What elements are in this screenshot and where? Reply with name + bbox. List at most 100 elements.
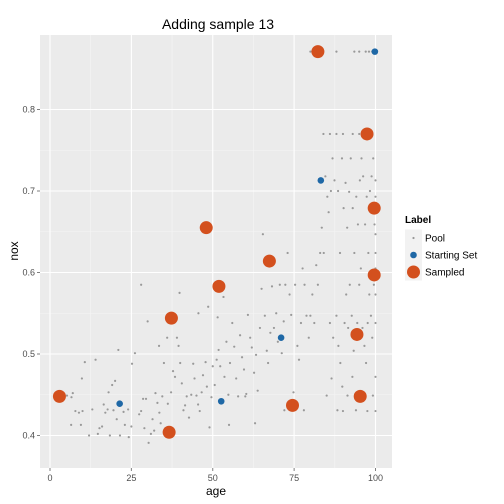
pool-point (143, 427, 146, 430)
chart-title: Adding sample 13 (162, 16, 274, 32)
pool-point (193, 377, 196, 380)
pool-point (338, 251, 342, 255)
x-tick-label: 25 (126, 473, 136, 483)
sampled-point (285, 398, 299, 412)
pool-point (307, 336, 310, 339)
pool-point (233, 345, 236, 348)
pool-point (173, 375, 177, 378)
pool-point (112, 409, 115, 412)
pool-point (190, 393, 193, 396)
pool-point (130, 362, 134, 365)
sampled-point (350, 327, 364, 341)
pool-point (372, 157, 375, 160)
pool-point (374, 409, 377, 413)
pool-point (336, 409, 339, 412)
pool-point (204, 361, 207, 364)
pool-point (79, 423, 83, 427)
pool-point (355, 195, 358, 198)
pool-point (315, 264, 318, 267)
pool-point (197, 312, 200, 315)
pool-point (153, 429, 156, 432)
pool-point (205, 385, 208, 388)
pool-point (182, 409, 185, 412)
pool-point (249, 336, 252, 339)
pool-point (246, 313, 250, 316)
pool-point (149, 432, 153, 435)
pool-point (351, 132, 354, 136)
pool-point (366, 409, 369, 413)
pool-point (225, 340, 228, 343)
pool-point (74, 409, 77, 413)
pool-point (261, 233, 264, 236)
pool-point (140, 409, 143, 413)
legend-key-sampled (407, 265, 420, 279)
pool-point (290, 313, 293, 316)
pool-point (346, 394, 349, 397)
pool-point (371, 394, 374, 397)
pool-point (81, 409, 84, 413)
pool-point (351, 207, 354, 210)
pool-point (351, 375, 354, 378)
pool-point (347, 326, 350, 330)
pool-point (166, 402, 169, 405)
pool-point (83, 361, 86, 364)
pool-point (252, 371, 256, 374)
pool-point (278, 283, 281, 286)
pool-point (363, 344, 366, 347)
pool-point (258, 326, 262, 330)
pool-point (141, 397, 145, 400)
legend-title: Label (405, 215, 431, 226)
x-tick-label: 50 (208, 473, 218, 483)
pool-point (270, 285, 274, 288)
pool-point (200, 391, 203, 394)
pool-point (280, 352, 283, 355)
pool-point (358, 179, 361, 182)
pool-point (216, 316, 219, 319)
pool-point (100, 425, 104, 428)
pool-point (283, 409, 286, 412)
pool-point (301, 267, 304, 270)
y-tick-label: 0.7 (22, 186, 35, 196)
starting-set-point (277, 334, 285, 342)
pool-point (361, 326, 364, 330)
pool-point (159, 422, 162, 425)
pool-point (114, 379, 117, 382)
pool-point (326, 195, 329, 198)
pool-point (65, 394, 69, 397)
pool-point (353, 50, 356, 53)
pool-point (123, 423, 126, 427)
pool-point (356, 321, 359, 325)
pool-point (341, 132, 345, 136)
pool-point (341, 409, 345, 413)
x-tick-label: 100 (368, 473, 383, 483)
pool-point (185, 395, 188, 398)
pool-point (349, 157, 352, 160)
x-axis-label: age (206, 484, 226, 498)
pool-point (146, 320, 149, 323)
starting-set-point (116, 400, 123, 408)
pool-point (294, 283, 297, 286)
pool-point (111, 383, 114, 387)
pool-point (138, 413, 141, 416)
pool-point (325, 394, 328, 397)
y-axis-label: nox (7, 241, 21, 260)
pool-point (358, 50, 361, 53)
pool-point (265, 349, 268, 352)
pool-point (367, 251, 370, 255)
pool-point (122, 410, 125, 413)
pool-point (316, 283, 319, 286)
pool-point (343, 321, 346, 325)
pool-point (332, 336, 335, 339)
pool-point (352, 349, 355, 352)
pool-point (70, 396, 73, 399)
pool-point (288, 293, 291, 296)
pool-point (354, 409, 358, 412)
pool-points (65, 50, 377, 444)
pool-point (130, 425, 133, 428)
pool-point (348, 190, 351, 193)
y-tick-label: 0.8 (22, 105, 35, 115)
pool-point (250, 346, 253, 349)
pool-point (171, 370, 175, 373)
pool-point (244, 395, 247, 398)
pool-point (266, 361, 270, 365)
